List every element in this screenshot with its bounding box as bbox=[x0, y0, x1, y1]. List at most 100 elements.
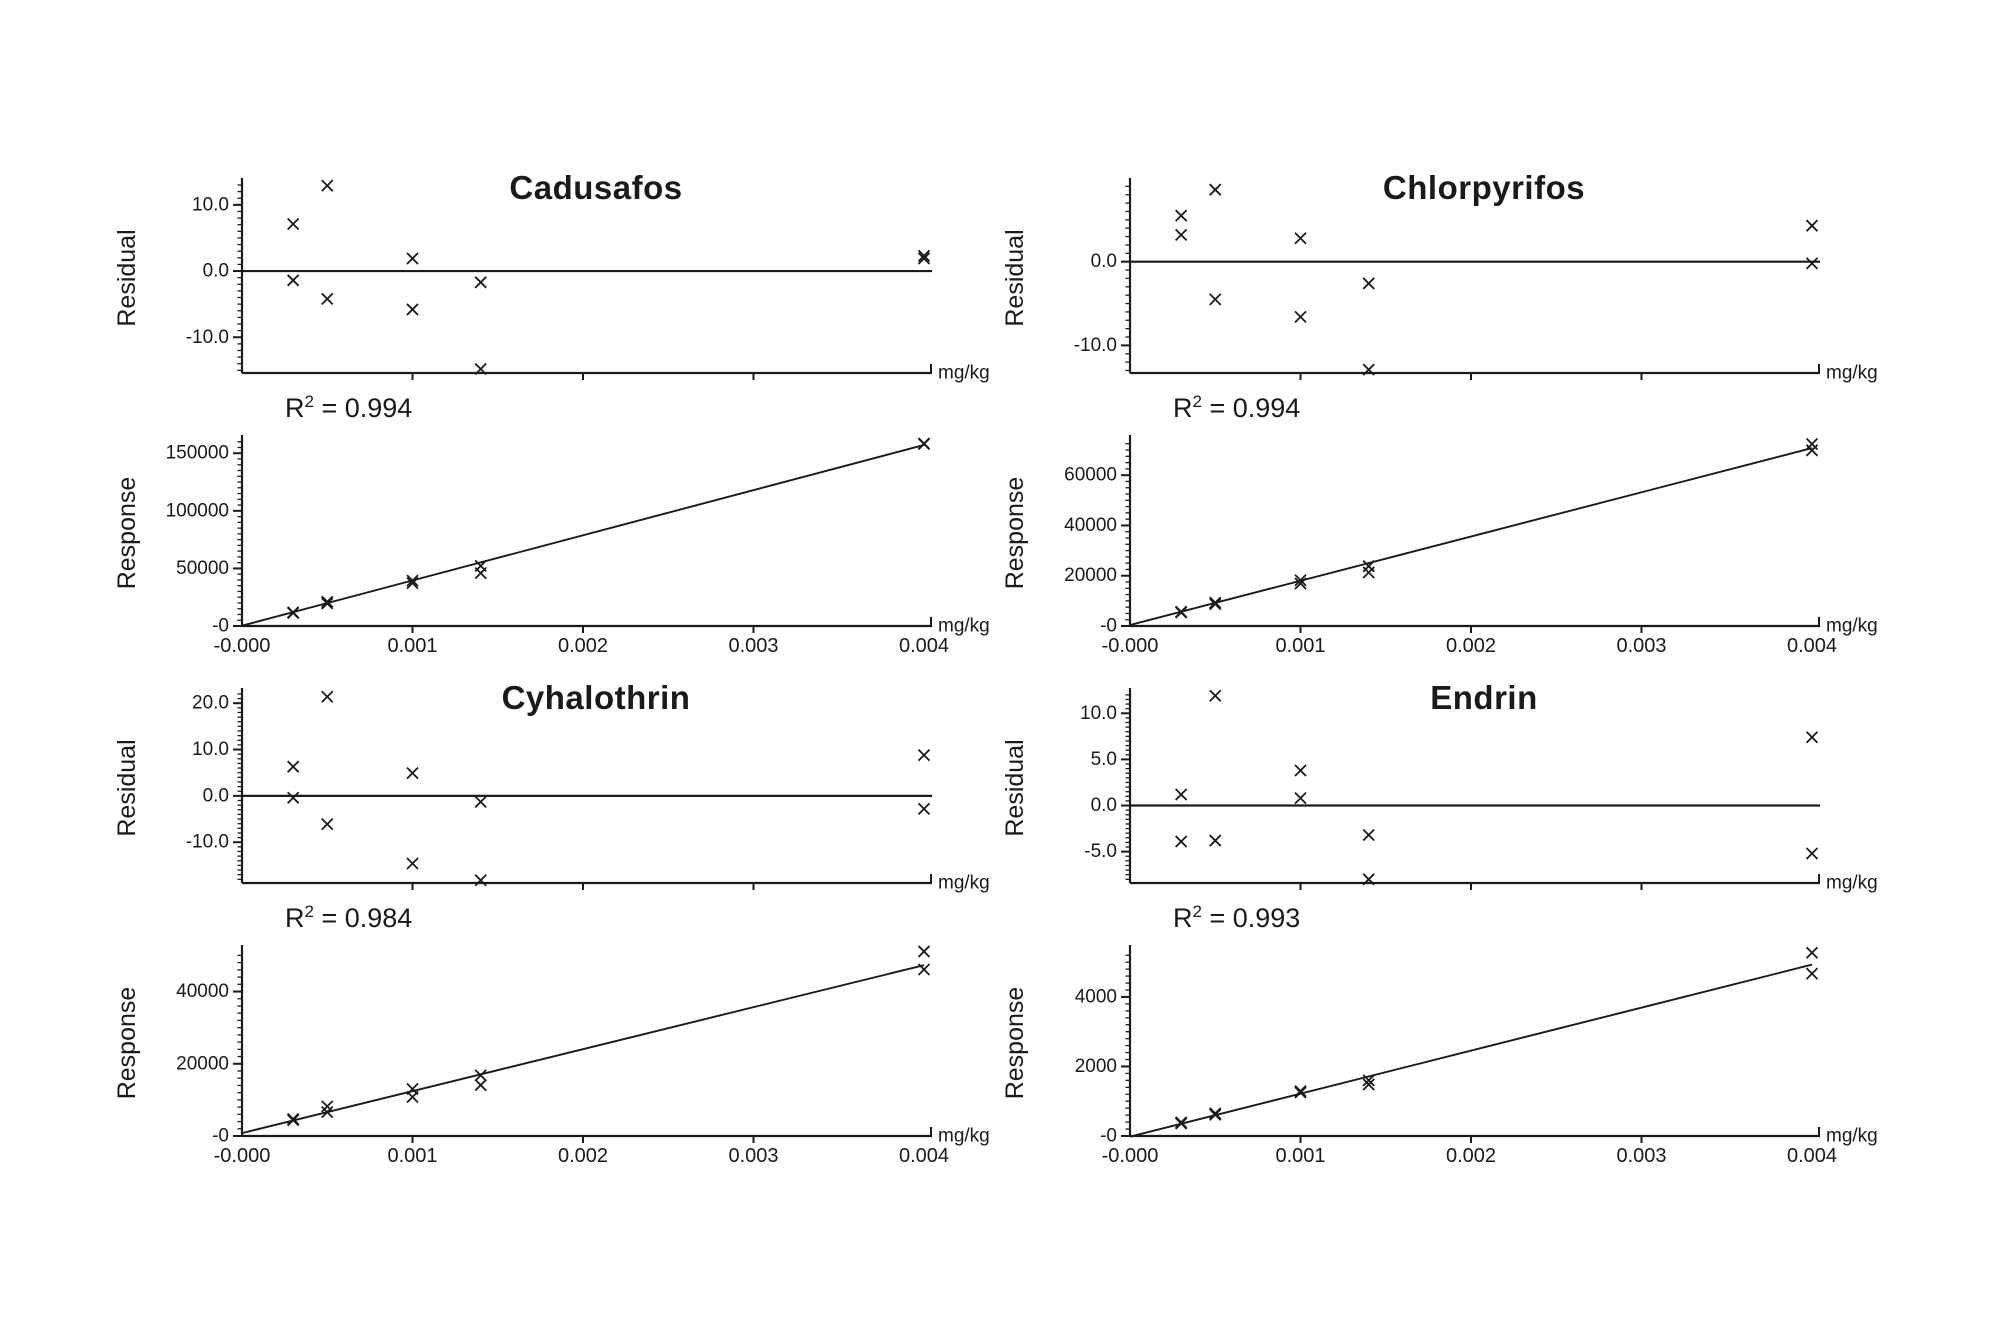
x-tick-label: 0.003 bbox=[1616, 1145, 1666, 1167]
x-axis-unit-label: mg/kg bbox=[938, 363, 990, 384]
y-tick-label: -0 bbox=[1100, 616, 1117, 637]
y-axis: 0.0 -10.0 bbox=[1074, 178, 1132, 373]
chart-title: Chlorpyrifos bbox=[1382, 169, 1586, 207]
x-axis: mg/kg -0.000 0.001 0.002 0.003 0.004 bbox=[1102, 616, 1878, 658]
x-tick-label: 0.001 bbox=[387, 1145, 437, 1167]
y-tick-label: 10.0 bbox=[1080, 703, 1117, 724]
y-tick-label: 10.0 bbox=[192, 739, 229, 760]
x-tick-label: 0.002 bbox=[558, 635, 608, 657]
y-tick-label: 0.0 bbox=[1091, 251, 1117, 272]
y-axis: 10.0 5.0 0.0 -5.0 bbox=[1080, 688, 1132, 883]
y-tick-label: 150000 bbox=[166, 443, 229, 464]
x-tick-label: 0.001 bbox=[387, 635, 437, 657]
y-tick-label: 40000 bbox=[176, 981, 229, 1002]
fit-line bbox=[241, 444, 925, 627]
data-points bbox=[287, 179, 931, 376]
y-axis: -0 20000 40000 bbox=[176, 945, 244, 1147]
x-axis-unit-label: mg/kg bbox=[1826, 363, 1878, 384]
y-tick-label: -5.0 bbox=[1084, 841, 1117, 862]
x-axis: mg/kg bbox=[1130, 873, 1878, 894]
chart-title: Endrin bbox=[1430, 679, 1538, 717]
x-axis: mg/kg -0.000 0.001 0.002 0.003 0.004 bbox=[214, 1126, 990, 1168]
y-axis-title: Residual bbox=[113, 229, 141, 326]
residual-plot: 20.0 10.0 0.0 -10.0 mg/kg Residual bbox=[113, 688, 990, 894]
y-tick-label: 0.0 bbox=[1091, 795, 1117, 816]
y-tick-label: 20000 bbox=[176, 1053, 229, 1074]
y-tick-label: 4000 bbox=[1075, 986, 1117, 1007]
r-squared-label: R2 = 0.994 bbox=[285, 392, 413, 423]
r-squared-label: R2 = 0.993 bbox=[1173, 902, 1301, 933]
y-tick-label: 40000 bbox=[1064, 515, 1117, 536]
panel-chlorpyrifos: Chlorpyrifos 0.0 -10.0 mg/kg Residual R2 = … bbox=[968, 112, 1898, 690]
residual-plot: 0.0 -10.0 mg/kg Residual bbox=[1001, 178, 1878, 384]
x-tick-label: -0.000 bbox=[1102, 635, 1159, 657]
x-tick-label: 0.004 bbox=[1787, 1145, 1837, 1167]
data-points bbox=[287, 437, 931, 620]
response-plot: -0 2000 4000 mg/kg -0.000 0.001 0.002 0.003 0.00… bbox=[1001, 945, 1878, 1168]
residual-plot: 10.0 5.0 0.0 -5.0 mg/kg Residual bbox=[1001, 688, 1878, 894]
y-axis-title: Response bbox=[113, 477, 141, 590]
y-tick-label: 60000 bbox=[1064, 465, 1117, 486]
y-tick-label: -0 bbox=[212, 1126, 229, 1147]
y-tick-label: 50000 bbox=[176, 558, 229, 579]
y-tick-label: -0 bbox=[212, 616, 229, 637]
x-tick-label: -0.000 bbox=[214, 635, 271, 657]
y-tick-label: 5.0 bbox=[1091, 749, 1117, 770]
r-squared-label: R2 = 0.994 bbox=[1173, 392, 1301, 423]
x-axis: mg/kg bbox=[242, 873, 990, 894]
data-points bbox=[287, 690, 931, 887]
x-tick-label: 0.004 bbox=[1787, 635, 1837, 657]
y-axis: -0 50000 100000 150000 bbox=[166, 435, 244, 637]
y-axis-title: Residual bbox=[1001, 739, 1029, 836]
fit-line bbox=[241, 964, 925, 1135]
x-tick-label: 0.003 bbox=[728, 635, 778, 657]
y-tick-label: -10.0 bbox=[1074, 335, 1117, 356]
x-tick-label: 0.001 bbox=[1275, 635, 1325, 657]
x-tick-label: -0.000 bbox=[214, 1145, 271, 1167]
y-tick-label: -0 bbox=[1100, 1126, 1117, 1147]
y-axis-title: Response bbox=[1001, 987, 1029, 1100]
x-tick-label: 0.004 bbox=[899, 635, 949, 657]
x-axis: mg/kg -0.000 0.001 0.002 0.003 0.004 bbox=[214, 616, 990, 658]
x-axis: mg/kg bbox=[242, 363, 990, 384]
y-tick-label: 20.0 bbox=[192, 693, 229, 714]
x-axis-unit-label: mg/kg bbox=[1826, 873, 1878, 894]
y-tick-label: -10.0 bbox=[186, 327, 229, 348]
response-plot: -0 50000 100000 150000 mg/kg -0.000 0.001 0.002… bbox=[113, 435, 990, 658]
x-tick-label: 0.003 bbox=[728, 1145, 778, 1167]
x-axis-unit-label: mg/kg bbox=[938, 1126, 990, 1147]
y-axis: -0 20000 40000 60000 bbox=[1064, 435, 1132, 637]
x-axis-unit-label: mg/kg bbox=[1826, 616, 1878, 637]
response-plot: -0 20000 40000 mg/kg -0.000 0.001 0.002 0.003 0.… bbox=[113, 945, 990, 1168]
y-tick-label: 100000 bbox=[166, 500, 229, 521]
x-axis: mg/kg -0.000 0.001 0.002 0.003 0.004 bbox=[1102, 1126, 1878, 1168]
x-tick-label: 0.001 bbox=[1275, 1145, 1325, 1167]
fit-line bbox=[1129, 447, 1813, 626]
y-axis-title: Residual bbox=[113, 739, 141, 836]
y-tick-label: 0.0 bbox=[203, 261, 229, 282]
x-axis-unit-label: mg/kg bbox=[938, 616, 990, 637]
panel-cadusafos: Cadusafos 10.0 0.0 -10.0 mg/kg Residual R2 =… bbox=[80, 112, 1010, 690]
x-axis-unit-label: mg/kg bbox=[1826, 1126, 1878, 1147]
chart-title: Cadusafos bbox=[509, 169, 683, 207]
y-tick-label: 10.0 bbox=[192, 194, 229, 215]
x-tick-label: 0.004 bbox=[899, 1145, 949, 1167]
residual-plot: 10.0 0.0 -10.0 mg/kg Residual bbox=[113, 178, 990, 384]
y-tick-label: 0.0 bbox=[203, 785, 229, 806]
x-tick-label: 0.002 bbox=[1446, 1145, 1496, 1167]
y-axis: -0 2000 4000 bbox=[1075, 945, 1132, 1147]
y-axis-title: Response bbox=[1001, 477, 1029, 590]
y-tick-label: 20000 bbox=[1064, 565, 1117, 586]
y-axis: 20.0 10.0 0.0 -10.0 bbox=[186, 688, 244, 883]
r-squared-label: R2 = 0.984 bbox=[285, 902, 413, 933]
x-tick-label: 0.003 bbox=[1616, 635, 1666, 657]
data-points bbox=[1175, 946, 1819, 1130]
y-axis: 10.0 0.0 -10.0 bbox=[186, 178, 244, 373]
x-tick-label: 0.002 bbox=[1446, 635, 1496, 657]
chart-title: Cyhalothrin bbox=[501, 679, 691, 717]
data-points bbox=[1175, 689, 1819, 886]
y-tick-label: 2000 bbox=[1075, 1056, 1117, 1077]
y-axis-title: Response bbox=[113, 987, 141, 1100]
fit-line bbox=[1129, 963, 1813, 1138]
